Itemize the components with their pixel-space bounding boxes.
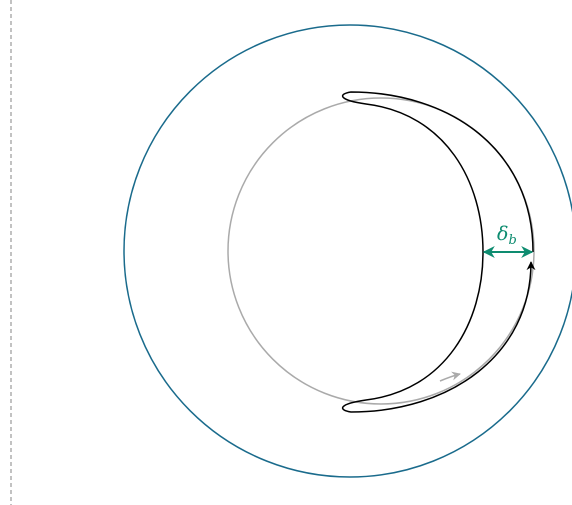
delta-subscript: b xyxy=(508,233,516,248)
inner-circle-arrow xyxy=(439,371,461,382)
delta-symbol: δ xyxy=(497,223,508,245)
inner-circle xyxy=(227,97,535,405)
outer-circle xyxy=(123,24,572,478)
delta-b-label: δb xyxy=(497,223,517,248)
